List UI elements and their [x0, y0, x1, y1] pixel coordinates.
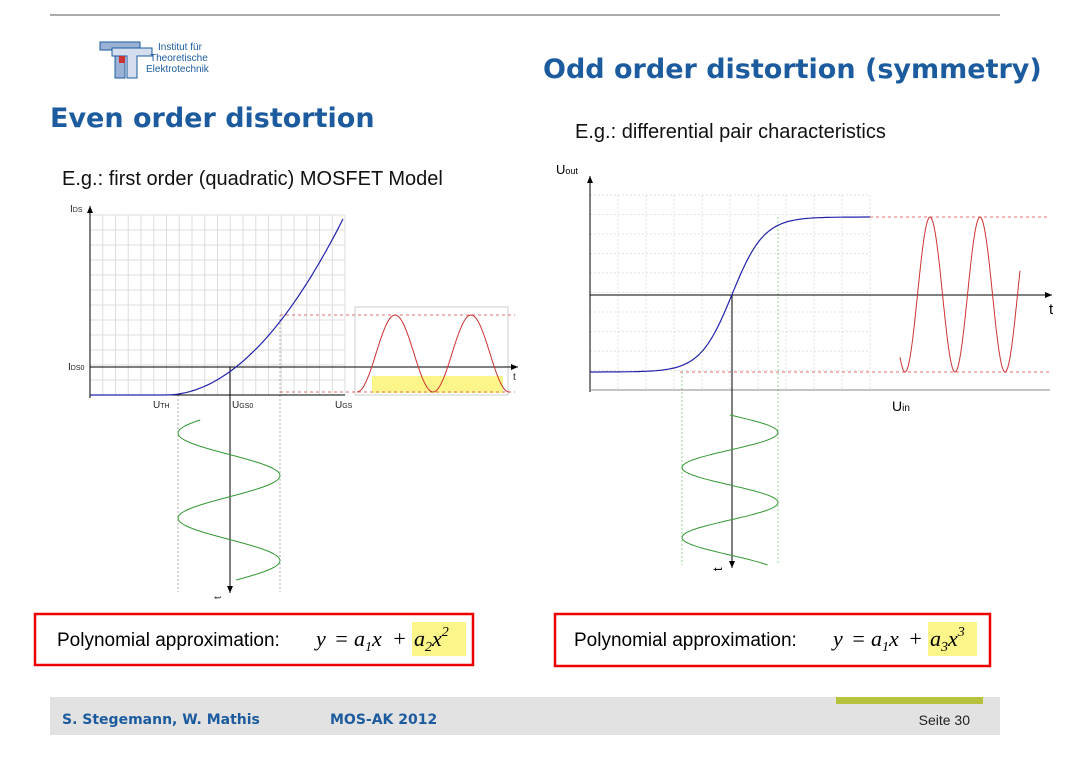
logo: Institut für Theoretische Elektrotechnik: [99, 41, 210, 79]
left-title: Even order distortion: [50, 103, 375, 134]
axis-label: UTH: [153, 400, 170, 411]
axis-label: t: [710, 567, 725, 571]
axis-label: t: [213, 596, 224, 599]
logo-text: Elektrotechnik: [146, 64, 210, 75]
input-signal: [681, 414, 779, 566]
sine-box: [354, 306, 509, 396]
highlight: [928, 622, 977, 656]
formula-box: [33, 612, 475, 667]
highlight: [372, 376, 503, 393]
logo-text: Institut für: [158, 42, 203, 53]
logo-text: Theoretische: [150, 53, 208, 64]
axis-label: UGS: [335, 400, 353, 411]
output-signal: [899, 216, 1021, 373]
ref-lines: [681, 217, 779, 565]
ref-lines: [177, 315, 281, 592]
footer-page: Seite 30: [919, 712, 971, 728]
formula-box: [553, 612, 992, 668]
transfer-curve: [90, 218, 344, 396]
transfer-curve: [590, 216, 870, 373]
footer-authors: S. Stegemann, W. Mathis: [62, 712, 260, 728]
right-subtitle: E.g.: differential pair characteristics: [575, 121, 886, 143]
axis-label: t: [513, 372, 516, 383]
highlight: [412, 622, 466, 656]
ref-lines: [680, 216, 1050, 373]
axis-label: Uout: [556, 162, 578, 177]
output-signal: [356, 314, 511, 393]
right-title: Odd order distortion (symmetry): [543, 54, 1042, 85]
footer-event: MOS-AK 2012: [330, 712, 437, 728]
axis-label: IDS0: [68, 362, 85, 373]
axis-label: Uin: [892, 398, 910, 414]
left-grid: [89, 214, 346, 396]
footer-accent: [836, 697, 983, 704]
right-grid: [589, 194, 871, 391]
formula: Polynomial approximation: y = a1x + a3x3: [574, 625, 965, 655]
left-subtitle: E.g.: first order (quadratic) MOSFET Mod…: [62, 168, 443, 190]
axis-label: t: [1049, 301, 1054, 318]
formula: Polynomial approximation: y = a1x + a2x2: [57, 625, 449, 655]
input-signal: [177, 419, 281, 581]
axis-label: UGS0: [232, 400, 253, 411]
axis-label: IDS: [70, 204, 83, 215]
